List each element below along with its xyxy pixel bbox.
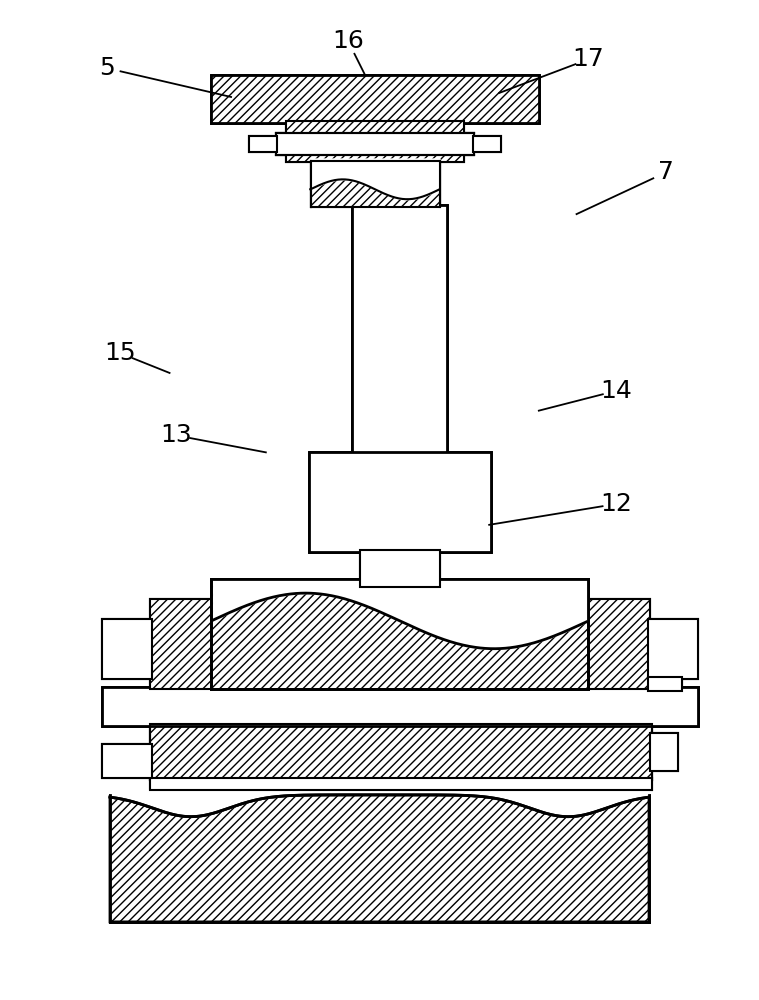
Bar (648, 619, 698, 679)
Text: 17: 17 (572, 47, 604, 71)
Bar (587, 599, 650, 689)
Bar (650, 733, 678, 771)
Bar (352, 205, 448, 455)
Bar (285, 121, 465, 162)
Bar (102, 687, 698, 726)
Bar (249, 136, 277, 152)
Bar (648, 677, 682, 691)
Bar (102, 687, 698, 726)
Bar (102, 619, 152, 679)
Bar (150, 599, 213, 689)
Bar (150, 724, 652, 780)
Text: 15: 15 (104, 341, 136, 365)
Bar (650, 733, 678, 771)
Bar (211, 579, 588, 689)
Bar (360, 550, 439, 587)
Bar (249, 136, 277, 152)
Bar (648, 677, 682, 691)
Bar (102, 744, 152, 778)
Bar (150, 724, 652, 780)
Bar (310, 161, 439, 207)
Bar (150, 778, 652, 790)
Text: 16: 16 (332, 29, 364, 53)
Polygon shape (110, 795, 649, 922)
Bar (150, 599, 213, 689)
Bar (310, 161, 439, 207)
Text: 5: 5 (99, 56, 115, 80)
Text: 13: 13 (161, 423, 192, 447)
Text: 7: 7 (658, 160, 674, 184)
Bar (211, 75, 539, 123)
Bar (308, 452, 491, 552)
Bar (102, 619, 152, 679)
Bar (285, 121, 465, 162)
Bar (352, 205, 448, 455)
Bar (648, 619, 698, 679)
Text: 12: 12 (600, 492, 632, 516)
Bar (276, 133, 474, 155)
Bar (102, 744, 152, 778)
Bar (360, 550, 439, 587)
Bar (110, 795, 649, 922)
Bar (211, 579, 588, 689)
Bar (587, 599, 650, 689)
Bar (211, 75, 539, 123)
Bar (474, 136, 501, 152)
Bar (150, 778, 652, 790)
Bar (308, 452, 491, 552)
Bar (150, 724, 652, 780)
Text: 14: 14 (600, 379, 632, 403)
Bar (276, 133, 474, 155)
Bar (474, 136, 501, 152)
